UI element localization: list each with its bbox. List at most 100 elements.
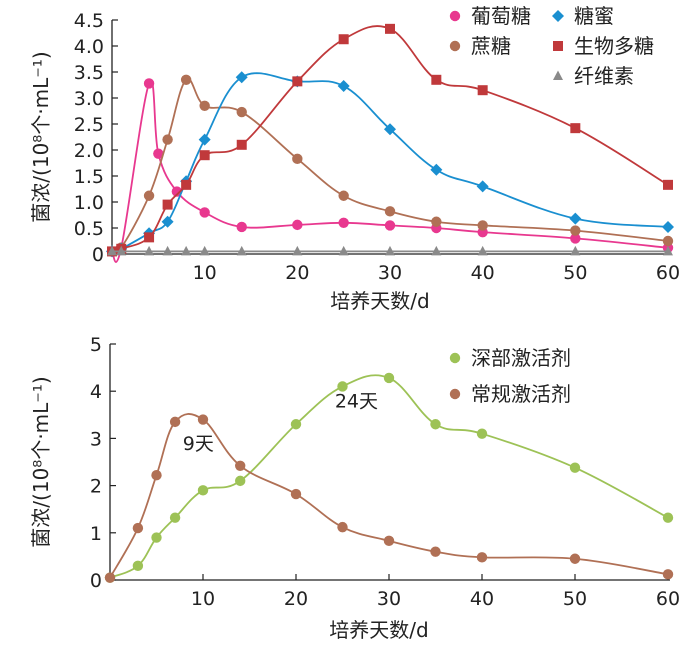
y-tick-label: 3: [90, 428, 102, 450]
data-point: [477, 245, 488, 256]
legend-marker: [449, 40, 461, 52]
data-point: [337, 80, 350, 93]
y-tick-label: 4: [90, 381, 102, 403]
data-point: [385, 23, 395, 34]
data-point: [662, 220, 674, 233]
data-point: [132, 522, 144, 534]
data-point: [338, 34, 349, 45]
x-tick-label: 40: [471, 262, 495, 284]
data-point: [383, 372, 395, 384]
data-point: [337, 521, 348, 533]
data-point: [199, 150, 210, 161]
x-tick-label: 30: [378, 262, 402, 284]
data-point: [570, 233, 581, 244]
x-tick-label: 20: [284, 588, 308, 610]
y-tick-label: 0: [92, 244, 104, 266]
data-point: [338, 190, 349, 201]
legend-marker: [449, 352, 461, 364]
data-point: [180, 74, 192, 86]
data-point: [235, 475, 246, 487]
data-point: [153, 148, 164, 159]
y-axis-title: 菌浓/(10⁸个·mL⁻¹): [29, 51, 53, 222]
legend-label: 生物多糖: [574, 34, 654, 58]
y-tick-label: 1.5: [74, 166, 104, 188]
legend-label: 葡萄糖: [471, 4, 531, 28]
y-tick-label: 2.5: [74, 114, 104, 136]
data-point: [430, 546, 441, 557]
data-point: [663, 179, 673, 190]
y-tick-label: 4.5: [74, 10, 104, 32]
data-point: [116, 245, 127, 256]
data-point: [144, 245, 155, 256]
legend-item: 葡萄糖: [449, 4, 531, 28]
data-point: [663, 245, 673, 256]
data-point: [662, 512, 674, 523]
y-tick-label: 0.5: [74, 218, 104, 240]
data-point: [662, 235, 674, 247]
x-axis-title: 培养天数/d: [330, 289, 429, 313]
y-tick-label: 5: [90, 334, 102, 356]
data-point: [181, 179, 192, 190]
legend-marker: [449, 10, 461, 22]
legend-label: 蔗糖: [471, 34, 511, 58]
x-tick-label: 50: [563, 262, 587, 284]
data-point: [292, 76, 303, 87]
chart-1: 0 0.5 1.0 1.5 2.0 2.5 3.0 3.5 4.0 4.5 10 20 30 40 50 60…: [29, 4, 680, 313]
data-point: [161, 215, 174, 228]
data-point: [385, 245, 395, 256]
data-point: [235, 71, 248, 84]
x-tick-label: 10: [191, 588, 215, 610]
data-point: [151, 532, 162, 543]
data-point: [197, 414, 209, 425]
data-point: [290, 488, 302, 500]
data-point: [292, 245, 303, 256]
y-tick-label: 1.0: [74, 192, 104, 214]
legend-label: 纤维素: [574, 64, 634, 88]
data-point: [171, 186, 183, 197]
legend-item: 生物多糖: [553, 34, 654, 58]
data-point: [236, 139, 247, 150]
x-tick-label: 30: [377, 588, 401, 610]
data-point: [169, 416, 181, 428]
data-point: [569, 212, 582, 225]
data-point: [143, 190, 155, 201]
series-line: [111, 79, 669, 263]
data-point: [151, 470, 162, 481]
data-point: [430, 163, 443, 176]
data-point: [132, 560, 144, 572]
data-point: [476, 428, 488, 439]
legend-label: 常规激活剂: [471, 382, 571, 406]
data-point: [476, 552, 488, 563]
data-point: [199, 100, 210, 112]
data-point: [292, 219, 303, 231]
legend-marker: [553, 70, 563, 80]
data-point: [431, 74, 442, 85]
x-tick-label: 60: [656, 588, 680, 610]
series-5: [107, 245, 673, 256]
data-point: [197, 485, 209, 496]
data-point: [162, 245, 173, 256]
data-point: [383, 535, 395, 547]
data-point: [169, 512, 181, 523]
data-point: [236, 106, 247, 118]
x-tick-label: 10: [193, 262, 217, 284]
data-point: [107, 245, 117, 256]
legend-item: 常规激活剂: [449, 382, 571, 406]
legend-marker: [552, 10, 564, 22]
data-point: [570, 245, 581, 256]
legend-item: 蔗糖: [449, 34, 511, 58]
y-tick-label: 1: [90, 523, 102, 545]
y-tick-label: 4.0: [74, 36, 104, 58]
y-tick-label: 3.5: [74, 62, 104, 84]
annotation: 24天: [335, 391, 378, 413]
data-point: [431, 245, 442, 256]
legend-marker: [449, 388, 461, 400]
data-point: [292, 153, 303, 165]
y-tick-label: 2.0: [74, 140, 104, 162]
legend-item: 糖蜜: [552, 4, 614, 28]
series-line: [111, 25, 669, 253]
series-2: [104, 413, 674, 583]
data-point: [431, 216, 442, 227]
data-point: [144, 232, 155, 243]
data-point: [570, 123, 581, 134]
